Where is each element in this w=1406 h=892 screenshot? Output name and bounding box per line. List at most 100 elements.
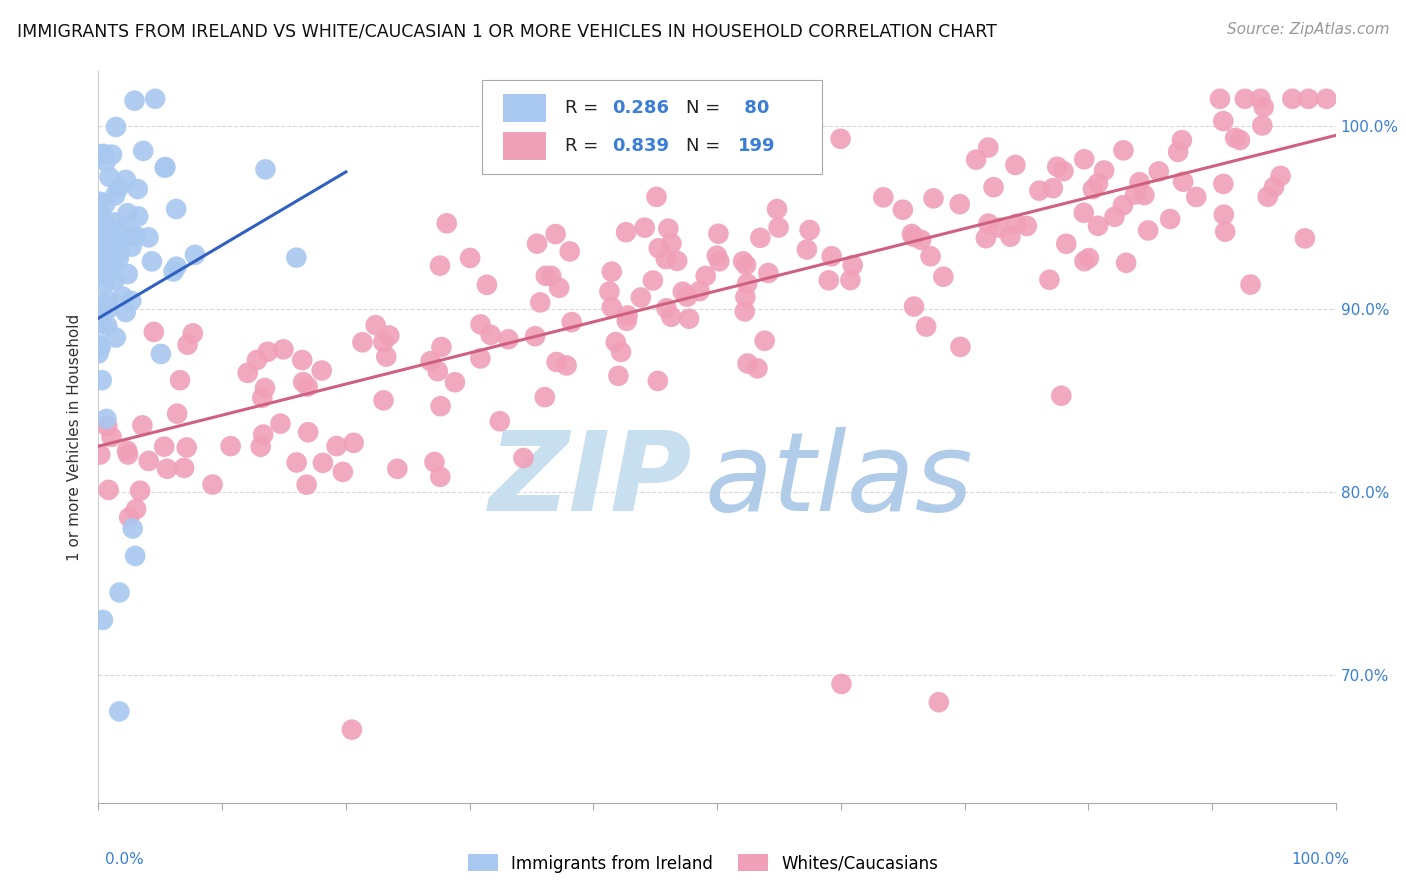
- Point: [97, 293, 120, 308]
- Point: [475, 277, 498, 292]
- Point: [107, 235, 129, 250]
- Point: [94, 154, 117, 169]
- Point: [756, 266, 779, 280]
- Point: [96, 412, 118, 426]
- Point: [297, 379, 319, 393]
- Point: [1223, 131, 1246, 145]
- Point: [429, 470, 451, 484]
- Point: [107, 252, 129, 266]
- Point: [458, 251, 481, 265]
- Point: [311, 363, 333, 377]
- Point: [127, 182, 149, 196]
- Point: [901, 227, 924, 241]
- Point: [91, 248, 114, 262]
- Point: [97, 220, 120, 235]
- Point: [121, 240, 143, 254]
- Point: [910, 233, 932, 247]
- Point: [124, 94, 146, 108]
- Point: [529, 295, 551, 310]
- Point: [269, 417, 291, 431]
- Point: [1038, 273, 1060, 287]
- Point: [524, 329, 547, 343]
- Point: [1073, 206, 1095, 220]
- Point: [672, 285, 695, 299]
- Point: [1294, 231, 1316, 245]
- Point: [641, 273, 664, 287]
- Point: [1128, 175, 1150, 189]
- Point: [156, 461, 179, 475]
- Point: [1054, 236, 1077, 251]
- Point: [176, 337, 198, 351]
- Point: [605, 335, 627, 350]
- Point: [818, 273, 841, 287]
- Point: [1209, 92, 1232, 106]
- Point: [1050, 389, 1073, 403]
- Point: [291, 353, 314, 368]
- Text: 0.286: 0.286: [612, 99, 669, 117]
- Point: [922, 191, 945, 205]
- Point: [1112, 198, 1135, 212]
- Point: [928, 695, 950, 709]
- Point: [352, 335, 374, 350]
- Point: [429, 259, 451, 273]
- Point: [512, 450, 534, 465]
- Text: 80: 80: [738, 99, 769, 117]
- Point: [94, 259, 117, 273]
- Point: [107, 181, 129, 195]
- Point: [1123, 187, 1146, 202]
- Point: [97, 301, 120, 316]
- Point: [1233, 92, 1256, 106]
- Point: [103, 273, 125, 287]
- Text: R =: R =: [565, 99, 603, 117]
- Point: [127, 210, 149, 224]
- Text: atlas: atlas: [704, 427, 973, 534]
- Text: 0.839: 0.839: [612, 137, 669, 155]
- Point: [125, 502, 148, 516]
- Point: [678, 311, 700, 326]
- Point: [655, 252, 678, 266]
- Point: [373, 334, 395, 349]
- Point: [176, 441, 198, 455]
- Point: [114, 305, 136, 319]
- Point: [295, 477, 318, 491]
- Point: [184, 248, 207, 262]
- Point: [1000, 229, 1022, 244]
- Point: [735, 277, 758, 291]
- Point: [630, 290, 652, 304]
- Point: [1212, 208, 1234, 222]
- Point: [1239, 277, 1261, 292]
- Point: [977, 217, 1000, 231]
- Point: [364, 318, 387, 333]
- Point: [689, 284, 711, 298]
- Point: [891, 202, 914, 217]
- Point: [1005, 217, 1028, 231]
- Point: [90, 340, 112, 354]
- Text: ZIP: ZIP: [489, 427, 692, 534]
- Point: [101, 147, 124, 161]
- Point: [1133, 188, 1156, 202]
- Point: [1073, 153, 1095, 167]
- Point: [616, 309, 638, 323]
- Point: [830, 677, 852, 691]
- Point: [387, 462, 409, 476]
- Point: [1073, 254, 1095, 268]
- Point: [91, 226, 114, 240]
- Point: [89, 337, 111, 351]
- Point: [488, 414, 510, 428]
- Point: [1298, 92, 1320, 106]
- Point: [470, 351, 492, 366]
- Point: [93, 297, 115, 311]
- Point: [111, 290, 134, 304]
- Point: [1185, 190, 1208, 204]
- Point: [1212, 177, 1234, 191]
- Point: [256, 344, 278, 359]
- Point: [655, 301, 678, 316]
- Point: [181, 326, 204, 341]
- FancyBboxPatch shape: [482, 80, 823, 174]
- Point: [96, 318, 118, 333]
- Text: N =: N =: [686, 137, 725, 155]
- Point: [839, 273, 862, 287]
- Point: [115, 443, 138, 458]
- Point: [90, 373, 112, 387]
- Point: [444, 376, 467, 390]
